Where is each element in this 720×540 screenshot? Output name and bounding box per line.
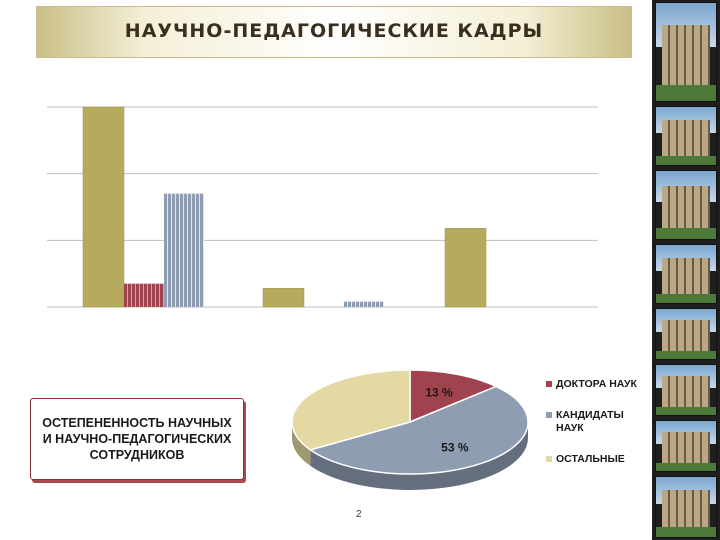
building-photo [655, 476, 717, 538]
caption-box: ОСТЕПЕНЕННОСТЬ НАУЧНЫХ И НАУЧНО-ПЕДАГОГИ… [30, 398, 244, 480]
legend-swatch [546, 412, 552, 418]
title-banner: НАУЧНО-ПЕДАГОГИЧЕСКИЕ КАДРЫ [36, 6, 632, 58]
bar-gold [444, 228, 487, 308]
building-photo [655, 2, 717, 102]
page-number: 2 [356, 509, 362, 520]
legend-swatch [546, 456, 552, 462]
legend-label: ОСТАЛЬНЫЕ [556, 453, 625, 465]
building-photo [655, 170, 717, 240]
pie-chart: 13 % 53 % [291, 369, 529, 490]
legend-swatch [546, 381, 552, 387]
slide-title: НАУЧНО-ПЕДАГОГИЧЕСКИЕ КАДРЫ [124, 20, 544, 42]
bar-steel [164, 193, 204, 307]
caption-text: ОСТЕПЕНЕННОСТЬ НАУЧНЫХ И НАУЧНО-ПЕДАГОГИ… [42, 416, 232, 462]
bar-chart [47, 106, 598, 308]
bar-maroon [124, 283, 164, 307]
pie-slice-side [292, 422, 311, 466]
pie-slice-side [310, 422, 528, 490]
bar-steel [344, 301, 384, 307]
bar-gold [82, 106, 125, 308]
legend-item: ОСТАЛЬНЫЕ [546, 453, 650, 466]
legend-item: ДОКТОРА НАУК [546, 378, 650, 391]
pie-slice [308, 385, 529, 475]
building-photo [655, 364, 717, 416]
building-photo [655, 420, 717, 472]
legend-item: КАНДИДАТЫ НАУК [546, 409, 650, 435]
pie-data-label: 53 % [441, 440, 469, 454]
pie-slice [291, 369, 411, 451]
legend-label: ДОКТОРА НАУК [556, 378, 637, 390]
pie-data-label: 13 % [425, 385, 453, 399]
legend-label: КАНДИДАТЫ НАУК [556, 409, 624, 434]
building-photo [655, 244, 717, 304]
pie-slice [409, 369, 498, 424]
building-photo [655, 308, 717, 360]
photo-strip [652, 0, 720, 540]
building-photo [655, 106, 717, 166]
bar-gold [262, 288, 305, 308]
pie-legend: ДОКТОРА НАУК КАНДИДАТЫ НАУК ОСТАЛЬНЫЕ [546, 378, 650, 484]
